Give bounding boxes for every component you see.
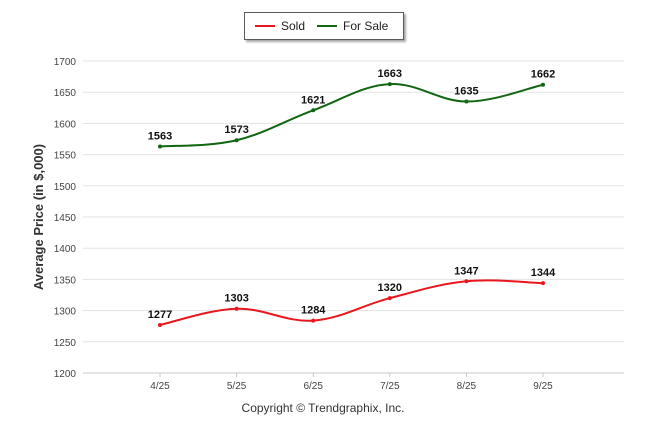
y-axis-title: Average Price (in $,000) bbox=[31, 144, 46, 290]
chart-legend: Sold For Sale bbox=[244, 12, 404, 40]
y-tick-label-1250: 1250 bbox=[54, 338, 77, 349]
data-point-sold-2[interactable] bbox=[311, 318, 316, 323]
data-point-sold-1[interactable] bbox=[234, 306, 239, 311]
data-point-sold-5[interactable] bbox=[541, 281, 545, 286]
y-tick-label-1500: 1500 bbox=[54, 182, 77, 193]
data-point-for-sale-1[interactable] bbox=[234, 138, 239, 143]
data-label-for-sale-2: 1621 bbox=[301, 94, 325, 106]
copyright-footer: Copyright © Trendgraphix, Inc. bbox=[241, 401, 405, 415]
y-tick-label-1400: 1400 bbox=[54, 244, 77, 255]
legend-label-for-sale: For Sale bbox=[343, 19, 389, 33]
series-line-sold[interactable] bbox=[159, 279, 544, 326]
y-tick-label-1450: 1450 bbox=[54, 213, 77, 224]
y-tick-label-1600: 1600 bbox=[54, 119, 77, 130]
x-tick-label-5-25: 5/25 bbox=[227, 381, 247, 392]
legend-swatch-sold bbox=[255, 25, 275, 27]
data-label-sold-5: 1344 bbox=[531, 267, 556, 279]
data-label-sold-3: 1320 bbox=[378, 282, 402, 294]
x-tick-label-7-25: 7/25 bbox=[380, 381, 400, 392]
data-label-sold-0: 1277 bbox=[148, 309, 172, 321]
data-label-for-sale-3: 1663 bbox=[378, 68, 402, 80]
data-point-sold-3[interactable] bbox=[387, 296, 392, 301]
data-point-for-sale-4[interactable] bbox=[464, 99, 469, 104]
data-label-sold-4: 1347 bbox=[454, 265, 478, 277]
x-tick-label-9-25: 9/25 bbox=[533, 381, 553, 392]
x-tick-label-8-25: 8/25 bbox=[457, 381, 477, 392]
legend-label-sold: Sold bbox=[281, 19, 306, 33]
data-label-for-sale-4: 1635 bbox=[454, 86, 478, 98]
y-tick-label-1700: 1700 bbox=[54, 57, 77, 68]
data-point-for-sale-3[interactable] bbox=[387, 82, 392, 87]
data-label-for-sale-1: 1573 bbox=[224, 124, 248, 136]
legend-swatch-for-sale bbox=[317, 25, 337, 27]
y-tick-label-1200: 1200 bbox=[54, 369, 77, 380]
data-point-sold-0[interactable] bbox=[158, 322, 162, 327]
legend-item-for-sale[interactable]: For Sale bbox=[317, 19, 388, 33]
data-label-sold-2: 1284 bbox=[301, 305, 326, 317]
y-tick-label-1350: 1350 bbox=[54, 275, 77, 286]
data-point-for-sale-2[interactable] bbox=[311, 108, 316, 113]
y-tick-label-1650: 1650 bbox=[54, 88, 77, 99]
legend-item-sold[interactable]: Sold bbox=[255, 19, 305, 33]
data-point-sold-4[interactable] bbox=[464, 279, 469, 284]
y-tick-label-1550: 1550 bbox=[54, 151, 77, 162]
series-line-for-sale[interactable] bbox=[159, 83, 544, 148]
data-label-for-sale-5: 1662 bbox=[531, 69, 555, 81]
data-point-for-sale-0[interactable] bbox=[158, 144, 162, 149]
data-label-sold-1: 1303 bbox=[224, 293, 248, 305]
y-tick-label-1300: 1300 bbox=[54, 307, 77, 318]
data-label-for-sale-0: 1563 bbox=[148, 130, 172, 142]
x-tick-label-4-25: 4/25 bbox=[150, 381, 170, 392]
data-point-for-sale-5[interactable] bbox=[541, 82, 545, 87]
x-tick-label-6-25: 6/25 bbox=[303, 381, 323, 392]
